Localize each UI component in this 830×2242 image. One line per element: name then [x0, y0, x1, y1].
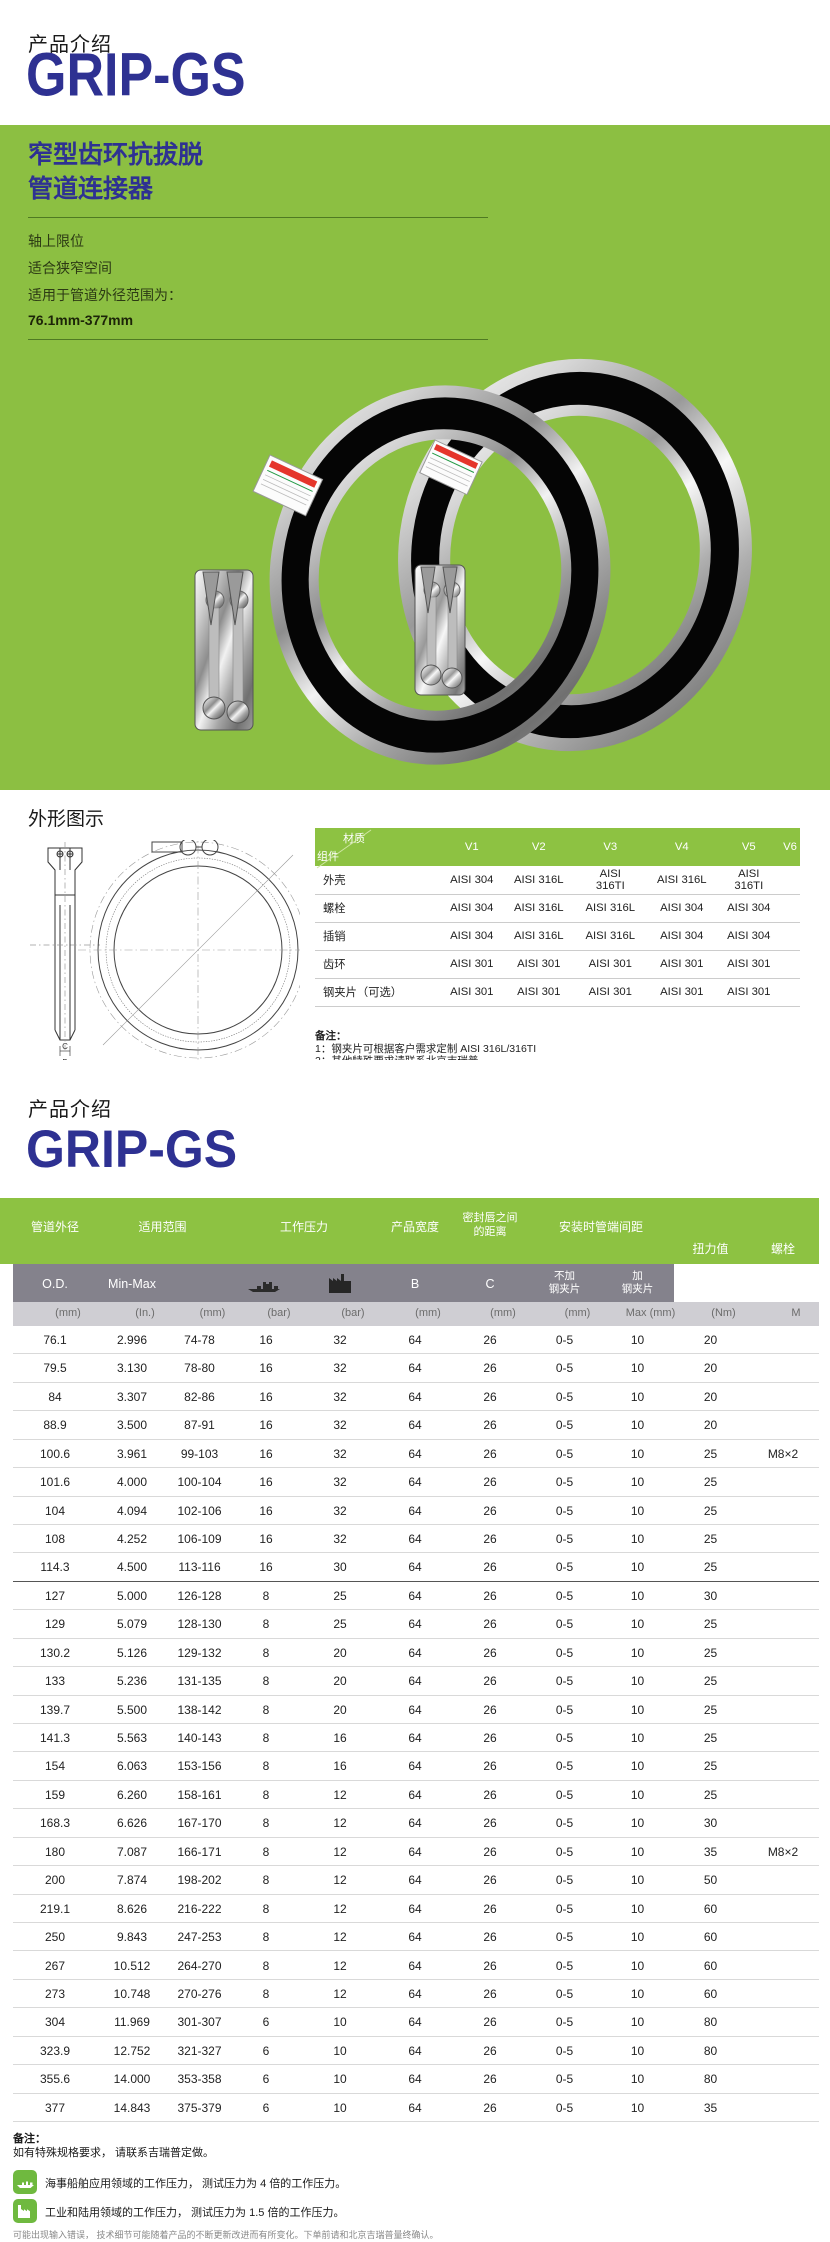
svg-text:C: C	[62, 1042, 68, 1051]
